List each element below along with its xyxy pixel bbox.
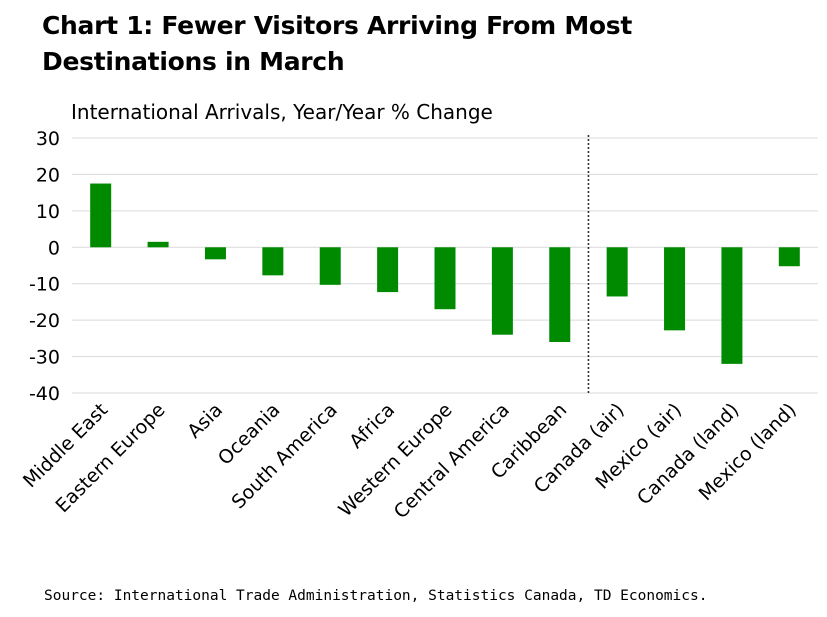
bar: [90, 183, 112, 248]
bar: [549, 247, 571, 342]
y-tick-label: 10: [36, 201, 60, 223]
bar: [147, 241, 169, 248]
x-category-label: Asia: [183, 399, 227, 443]
x-category-label: South America: [227, 399, 341, 513]
x-category-label: Africa: [345, 399, 399, 453]
bar: [491, 247, 513, 335]
y-tick-label: -10: [29, 274, 60, 296]
y-tick-label: -30: [29, 347, 60, 369]
bar: [721, 247, 743, 364]
x-category-label: Canada (land): [633, 399, 743, 509]
bar: [778, 247, 800, 267]
bar: [262, 247, 284, 276]
bar: [434, 247, 456, 310]
bar: [606, 247, 628, 297]
bar: [319, 247, 341, 285]
y-tick-label: -40: [29, 383, 60, 405]
chart-title: Chart 1: Fewer Visitors Arriving From Mo…: [42, 8, 632, 80]
chart-title-line-1: Chart 1: Fewer Visitors Arriving From Mo…: [42, 11, 633, 40]
chart-title-line-2: Destinations in March: [42, 47, 345, 76]
bar: [664, 247, 686, 331]
bar: [377, 247, 399, 293]
bar: [204, 247, 226, 260]
x-category-label: Eastern Europe: [51, 399, 169, 517]
y-tick-label: -20: [29, 310, 60, 332]
y-tick-label: 0: [48, 237, 60, 259]
x-category-label: Mexico (land): [695, 399, 801, 505]
source-note: Source: International Trade Administrati…: [44, 588, 708, 604]
y-tick-label: 30: [36, 128, 60, 150]
y-tick-label: 20: [36, 164, 60, 186]
chart-subtitle: International Arrivals, Year/Year % Chan…: [71, 100, 493, 124]
